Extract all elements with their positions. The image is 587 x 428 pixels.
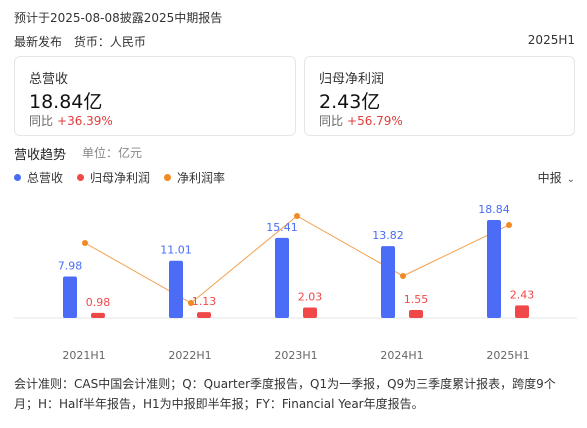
- legend-label: 总营收: [27, 171, 64, 185]
- chart-legend: 总营收 归母净利润 净利润率: [14, 169, 225, 186]
- data-label-revenue: 15.41: [266, 221, 298, 234]
- margin-point: [400, 273, 406, 279]
- data-label-net-profit: 2.43: [510, 288, 535, 301]
- legend-dot: [164, 174, 172, 181]
- bar-net-profit: [303, 307, 317, 318]
- release-status: 最新发布: [14, 35, 63, 49]
- section-unit: 单位：亿元: [82, 146, 143, 160]
- data-label-revenue: 7.98: [58, 260, 83, 273]
- bar-revenue: [63, 276, 77, 318]
- card-change: 同比 +36.39%: [29, 112, 113, 129]
- revenue-card: 总营收 18.84亿 同比 +36.39%: [14, 56, 296, 136]
- bar-net-profit: [91, 312, 105, 318]
- legend-label: 归母净利润: [90, 171, 151, 185]
- bar-net-profit: [197, 312, 211, 318]
- selector-label: 中报: [537, 171, 562, 185]
- chevron-down-icon: ⌄: [566, 174, 575, 185]
- net-profit-card: 归母净利润 2.43亿 同比 +56.79%: [304, 56, 575, 136]
- data-label-net-profit: 2.03: [298, 290, 323, 303]
- footnote: 会计准则：CAS中国会计准则；Q：Quarter季度报告，Q1为一季报，Q9为三…: [14, 377, 556, 411]
- card-title: 总营收: [29, 72, 69, 87]
- data-label-net-profit: 1.13: [192, 295, 217, 308]
- period-label: 2025H1: [527, 33, 575, 47]
- change-label: 同比: [29, 114, 54, 128]
- x-tick-label: 2021H1: [62, 349, 105, 362]
- revenue-trend-chart: 7.98 0.98 2021H1 11.01 1.13 2022H1 15.41 2.03 20…: [14, 203, 577, 362]
- bar-revenue: [487, 220, 501, 318]
- margin-point: [294, 213, 300, 219]
- report-meta: 最新发布 货币：人民币: [14, 33, 146, 50]
- x-tick-label: 2022H1: [168, 349, 211, 362]
- currency-label: 货币：人民币: [73, 35, 146, 49]
- x-tick-label: 2024H1: [380, 349, 423, 362]
- legend-item-revenue[interactable]: 总营收: [14, 169, 63, 186]
- report-type-selector[interactable]: 中报 ⌄: [538, 169, 575, 186]
- margin-point: [506, 222, 512, 228]
- bar-revenue: [275, 237, 289, 318]
- data-label-revenue: 13.82: [372, 229, 404, 242]
- data-label-revenue: 11.01: [160, 244, 192, 257]
- x-tick-label: 2025H1: [486, 349, 529, 362]
- bar-revenue: [381, 246, 395, 318]
- card-value: 2.43亿: [319, 91, 381, 113]
- legend-dot: [77, 174, 85, 181]
- card-value: 18.84亿: [29, 91, 103, 113]
- legend-dot: [14, 174, 21, 181]
- margin-point: [82, 240, 88, 246]
- bar-net-profit: [515, 305, 529, 318]
- disclosure-notice: 预计于2025-08-08披露2025中期报告: [14, 11, 223, 25]
- bar-revenue: [169, 260, 183, 318]
- data-label-revenue: 18.84: [478, 203, 510, 216]
- change-label: 同比: [319, 114, 344, 128]
- change-value: +36.39%: [57, 114, 113, 128]
- section-title: 营收趋势: [14, 148, 67, 163]
- bar-net-profit: [409, 309, 423, 318]
- legend-item-margin[interactable]: 净利润率: [164, 169, 225, 186]
- card-change: 同比 +56.79%: [319, 112, 403, 129]
- x-tick-label: 2023H1: [274, 349, 317, 362]
- change-value: +56.79%: [347, 114, 403, 128]
- data-label-net-profit: 1.55: [404, 293, 429, 306]
- margin-point: [188, 300, 194, 306]
- data-label-net-profit: 0.98: [86, 296, 111, 309]
- legend-label: 净利润率: [177, 171, 226, 185]
- legend-item-net-profit[interactable]: 归母净利润: [77, 169, 150, 186]
- card-title: 归母净利润: [319, 72, 385, 87]
